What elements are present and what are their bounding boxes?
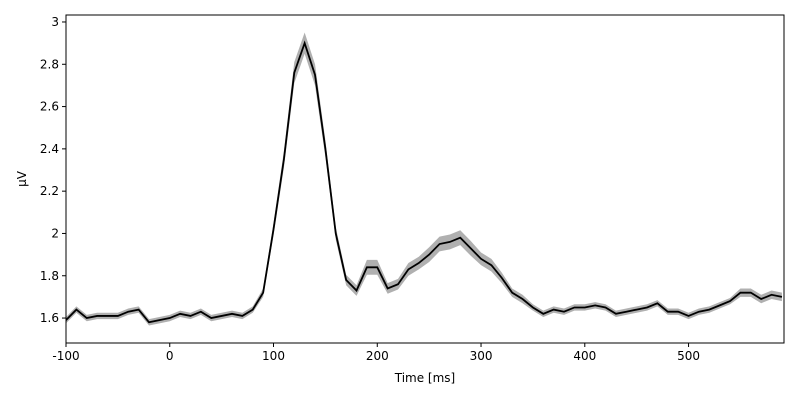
x-tick-label: 0 (166, 349, 174, 363)
x-tick-label: 300 (470, 349, 493, 363)
x-tick-label: 400 (573, 349, 596, 363)
plot-frame (65, 14, 785, 344)
confidence-band (66, 32, 782, 326)
y-tick-label: 2.6 (40, 100, 59, 114)
x-tick-label: -100 (52, 349, 79, 363)
y-tick-label: 3 (51, 15, 59, 29)
y-tick-label: 2.4 (40, 142, 59, 156)
y-tick-label: 2.2 (40, 184, 59, 198)
x-tick-label: 500 (677, 349, 700, 363)
x-tick-label: 100 (262, 349, 285, 363)
mean-line (65, 40, 783, 324)
x-axis-label: Time [ms] (394, 371, 456, 385)
y-tick-label: 2 (51, 226, 59, 240)
y-axis-label: µV (15, 170, 29, 187)
x-tick-label: 200 (366, 349, 389, 363)
y-tick-label: 1.6 (40, 311, 59, 325)
y-tick-label: 1.8 (40, 269, 59, 283)
y-tick-label: 2.8 (40, 57, 59, 71)
